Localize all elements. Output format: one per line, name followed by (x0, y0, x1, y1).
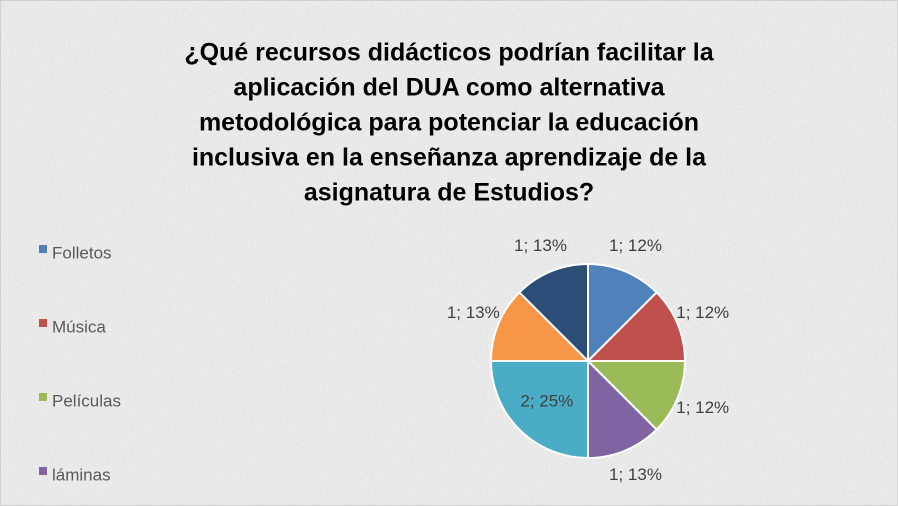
data-label: 1; 13% (447, 303, 500, 322)
pie-slice (489, 360, 589, 460)
legend-swatch (39, 393, 47, 401)
chart-title: asignatura de Estudios? (304, 179, 594, 207)
data-label: 1; 13% (514, 236, 567, 255)
pie-slice (587, 358, 659, 460)
legend-label: Folletos (52, 243, 112, 262)
pie-slice (517, 262, 589, 364)
pie-slice (587, 262, 659, 364)
chart-title: metodológica para potenciar la educación (199, 109, 699, 137)
chart-title: aplicación del DUA como alternativa (233, 74, 665, 102)
pie-slice (585, 360, 687, 432)
legend-swatch (39, 319, 47, 327)
data-label: 1; 12% (609, 236, 662, 255)
legend-label: Películas (52, 391, 121, 410)
pie-slice (585, 290, 687, 362)
pie-slice (489, 290, 591, 362)
chart-title: ¿Qué recursos didácticos podrían facilit… (184, 39, 714, 67)
legend-label: Música (52, 317, 106, 336)
data-label: 1; 12% (676, 303, 729, 322)
legend-swatch (39, 467, 47, 475)
data-label: 1; 13% (609, 465, 662, 484)
chart-title: inclusiva en la enseñanza aprendizaje de… (192, 144, 707, 172)
legend-swatch (39, 245, 47, 253)
data-label: 2; 25% (520, 392, 573, 411)
data-label: 1; 12% (676, 398, 729, 417)
legend-label: láminas (52, 465, 111, 484)
